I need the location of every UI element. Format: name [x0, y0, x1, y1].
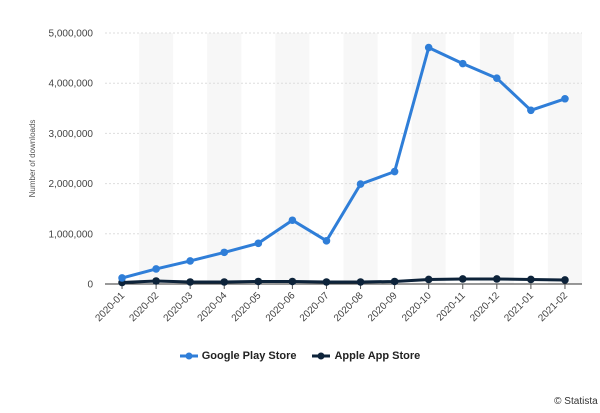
y-axis-title: Number of downloads: [28, 120, 37, 198]
x-tick-label: 2020-05: [230, 290, 264, 324]
legend-label-google-play: Google Play Store: [201, 350, 297, 362]
y-tick-label: 5,000,000: [49, 29, 94, 40]
y-tick-label: 1,000,000: [49, 229, 94, 240]
data-point: [186, 257, 194, 265]
data-point: [288, 277, 297, 286]
x-tick-label: 2021-02: [536, 290, 570, 324]
legend-label-apple-app-store: Apple App Store: [334, 350, 421, 362]
data-point: [220, 278, 229, 286]
data-point: [561, 94, 569, 103]
column-band: [207, 33, 242, 284]
data-point: [152, 265, 160, 273]
data-point: [493, 74, 501, 82]
data-point: [527, 106, 535, 115]
x-tick-label: 2020-09: [366, 290, 400, 324]
series-line: [120, 277, 567, 284]
column-band: [343, 33, 378, 284]
data-point: [186, 278, 194, 286]
data-point: [322, 278, 331, 286]
data-point: [424, 43, 433, 52]
column-band: [275, 33, 310, 284]
column-band: [139, 33, 174, 284]
legend-item-apple-app-store[interactable]: Apple App Store: [312, 350, 420, 362]
data-point: [356, 278, 365, 286]
data-point: [152, 277, 160, 285]
data-point: [356, 180, 365, 188]
data-point: [527, 275, 535, 284]
column-band: [547, 33, 582, 284]
x-tick-label: 2020-10: [400, 290, 434, 324]
x-tick-label: 2020-04: [196, 290, 230, 324]
data-point: [458, 59, 467, 68]
data-point: [118, 274, 126, 282]
data-point: [561, 276, 569, 284]
data-point: [493, 275, 501, 283]
data-point: [220, 248, 229, 257]
data-point: [424, 275, 433, 284]
x-tick-label: 2020-03: [162, 290, 196, 324]
data-point: [322, 237, 331, 245]
data-point: [390, 167, 399, 176]
x-tick-label: 2020-07: [298, 290, 332, 324]
y-tick-label: 2,000,000: [49, 179, 94, 190]
y-tick-label: 3,000,000: [49, 129, 94, 140]
y-tick-label: 4,000,000: [49, 79, 94, 90]
x-tick-label: 2020-06: [264, 290, 298, 324]
data-point: [390, 277, 399, 286]
x-tick-label: 2020-11: [435, 290, 469, 324]
x-tick-label: 2020-08: [332, 290, 366, 324]
legend: Google Play Store Apple App Store: [0, 346, 600, 366]
statista-credit[interactable]: © Statista 2: [554, 396, 600, 407]
x-tick-label: 2021-01: [502, 290, 536, 324]
legend-item-google-play[interactable]: Google Play Store: [179, 350, 297, 362]
x-tick-label: 2020-12: [468, 290, 502, 324]
legend-marker-google-play: [179, 352, 198, 360]
data-point: [254, 277, 263, 286]
legend-marker-apple-app-store: [312, 352, 331, 360]
data-point: [458, 275, 467, 283]
series-line: [120, 46, 567, 280]
column-band: [411, 33, 446, 284]
x-tick-label: 2020-02: [127, 290, 161, 324]
x-tick-label: 2020-01: [93, 290, 127, 324]
column-band: [479, 33, 514, 284]
y-tick-label: 0: [87, 280, 93, 291]
data-point: [254, 239, 263, 248]
data-point: [288, 216, 297, 225]
